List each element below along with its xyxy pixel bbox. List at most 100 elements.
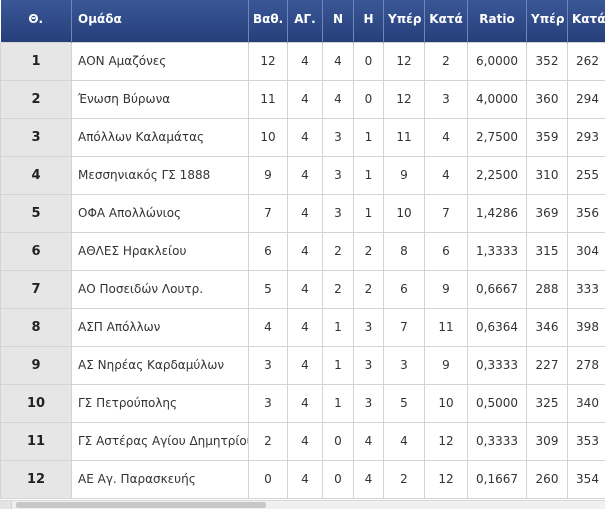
- cell-sets-for: 9: [383, 155, 425, 195]
- header-wins[interactable]: Ν: [322, 0, 354, 42]
- cell-team: ΑΟΝ Αμαζόνες: [71, 41, 249, 81]
- cell-losses: 2: [353, 231, 384, 271]
- header-team[interactable]: Ομάδα: [71, 0, 249, 42]
- cell-wins: 3: [322, 117, 354, 157]
- cell-points-against: 278: [567, 345, 605, 385]
- cell-points-for: 359: [526, 117, 568, 157]
- cell-sets-against: 6: [424, 231, 468, 271]
- header-points[interactable]: Βαθ.: [248, 0, 288, 42]
- cell-points-against: 304: [567, 231, 605, 271]
- cell-sets-for: 4: [383, 421, 425, 461]
- cell-sets-against: 12: [424, 421, 468, 461]
- header-points-for[interactable]: Υπέρ: [526, 0, 568, 42]
- cell-ratio: 1,3333: [467, 231, 527, 271]
- cell-team: ΓΣ Πετρούπολης: [71, 383, 249, 423]
- table-row: 11 ΓΣ Αστέρας Αγίου Δημητρίου 2 4 0 4 4 12 0,333…: [0, 421, 605, 461]
- cell-games: 4: [287, 41, 323, 81]
- cell-position: 1: [0, 41, 72, 81]
- cell-points-against: 356: [567, 193, 605, 233]
- cell-position: 5: [0, 193, 72, 233]
- cell-ratio: 0,6364: [467, 307, 527, 347]
- table-row: 4 Μεσσηνιακός ΓΣ 1888 9 4 3 1 9 4 2,2500 310 255: [0, 155, 605, 195]
- cell-sets-against: 2: [424, 41, 468, 81]
- table-row: 1 ΑΟΝ Αμαζόνες 12 4 4 0 12 2 6,0000 352 262: [0, 41, 605, 81]
- cell-points-for: 360: [526, 79, 568, 119]
- cell-wins: 2: [322, 269, 354, 309]
- header-ratio[interactable]: Ratio: [467, 0, 527, 42]
- cell-points-against: 353: [567, 421, 605, 461]
- cell-team: ΑΣ Νηρέας Καρδαμύλων: [71, 345, 249, 385]
- cell-wins: 1: [322, 307, 354, 347]
- header-points-against[interactable]: Κατά: [567, 0, 605, 42]
- cell-sets-against: 9: [424, 269, 468, 309]
- cell-team: ΑΟ Ποσειδών Λουτρ.: [71, 269, 249, 309]
- cell-ratio: 0,3333: [467, 421, 527, 461]
- cell-games: 4: [287, 345, 323, 385]
- cell-games: 4: [287, 193, 323, 233]
- cell-points-against: 294: [567, 79, 605, 119]
- cell-games: 4: [287, 459, 323, 499]
- cell-wins: 1: [322, 345, 354, 385]
- header-row: Θ. Ομάδα Βαθ. ΑΓ. Ν Η Υπέρ Κατά Ratio Υπ…: [0, 0, 605, 42]
- header-sets-against[interactable]: Κατά: [424, 0, 468, 42]
- cell-position: 10: [0, 383, 72, 423]
- cell-position: 7: [0, 269, 72, 309]
- table-row: 3 Απόλλων Καλαμάτας 10 4 3 1 11 4 2,7500 359 293: [0, 117, 605, 157]
- cell-losses: 1: [353, 117, 384, 157]
- table-row: 6 ΑΘΛΕΣ Ηρακλείου 6 4 2 2 8 6 1,3333 315 304: [0, 231, 605, 271]
- cell-losses: 1: [353, 155, 384, 195]
- cell-points: 12: [248, 41, 288, 81]
- cell-ratio: 0,3333: [467, 345, 527, 385]
- cell-games: 4: [287, 421, 323, 461]
- cell-losses: 1: [353, 193, 384, 233]
- cell-points: 11: [248, 79, 288, 119]
- cell-sets-against: 4: [424, 155, 468, 195]
- cell-points-against: 333: [567, 269, 605, 309]
- cell-points: 7: [248, 193, 288, 233]
- scrollbar-thumb[interactable]: [16, 502, 266, 508]
- header-sets-for[interactable]: Υπέρ: [383, 0, 425, 42]
- cell-team: Μεσσηνιακός ΓΣ 1888: [71, 155, 249, 195]
- header-position[interactable]: Θ.: [0, 0, 72, 42]
- cell-points-against: 354: [567, 459, 605, 499]
- cell-sets-for: 7: [383, 307, 425, 347]
- cell-points-for: 325: [526, 383, 568, 423]
- cell-points-against: 262: [567, 41, 605, 81]
- cell-points: 9: [248, 155, 288, 195]
- table-row: 7 ΑΟ Ποσειδών Λουτρ. 5 4 2 2 6 9 0,6667 288 333: [0, 269, 605, 309]
- cell-position: 11: [0, 421, 72, 461]
- cell-sets-for: 12: [383, 79, 425, 119]
- cell-wins: 2: [322, 231, 354, 271]
- cell-losses: 2: [353, 269, 384, 309]
- cell-sets-for: 12: [383, 41, 425, 81]
- cell-points: 10: [248, 117, 288, 157]
- cell-team: ΓΣ Αστέρας Αγίου Δημητρίου: [71, 421, 249, 461]
- cell-wins: 0: [322, 421, 354, 461]
- cell-sets-for: 11: [383, 117, 425, 157]
- header-losses[interactable]: Η: [353, 0, 384, 42]
- cell-wins: 0: [322, 459, 354, 499]
- table-row: 5 ΟΦΑ Απολλώνιος 7 4 3 1 10 7 1,4286 369 356: [0, 193, 605, 233]
- cell-ratio: 0,6667: [467, 269, 527, 309]
- header-games[interactable]: ΑΓ.: [287, 0, 323, 42]
- horizontal-scrollbar[interactable]: [0, 500, 605, 509]
- cell-team: ΑΕ Αγ. Παρασκευής: [71, 459, 249, 499]
- cell-points-against: 398: [567, 307, 605, 347]
- cell-losses: 0: [353, 41, 384, 81]
- scroll-left-button[interactable]: [0, 501, 12, 509]
- table-row: 12 ΑΕ Αγ. Παρασκευής 0 4 0 4 2 12 0,1667 260 354: [0, 459, 605, 499]
- cell-position: 4: [0, 155, 72, 195]
- cell-games: 4: [287, 383, 323, 423]
- cell-position: 9: [0, 345, 72, 385]
- cell-points-for: 310: [526, 155, 568, 195]
- cell-points-for: 227: [526, 345, 568, 385]
- cell-points-against: 255: [567, 155, 605, 195]
- cell-wins: 4: [322, 79, 354, 119]
- cell-points: 5: [248, 269, 288, 309]
- table-row: 2 Ένωση Βύρωνα 11 4 4 0 12 3 4,0000 360 294: [0, 79, 605, 119]
- cell-points-against: 340: [567, 383, 605, 423]
- cell-sets-for: 5: [383, 383, 425, 423]
- cell-sets-for: 6: [383, 269, 425, 309]
